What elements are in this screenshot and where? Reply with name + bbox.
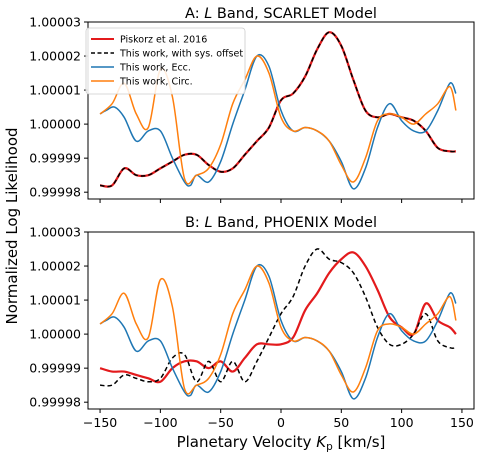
legend-label-ecc: This work, Ecc. — [119, 63, 191, 74]
panel-b-axes: −150 −100 −50 0 50 100 150 0.99998 0.99999 1.0000… — [29, 225, 475, 430]
panel-b-y-tick-label: 1.00002 — [29, 259, 81, 274]
panel-a-y-tick-label: 1.00001 — [29, 83, 81, 98]
panel-b-y-tick-label: 0.99999 — [29, 361, 81, 376]
x-axis-label: Planetary Velocity Kp [km/s] — [177, 433, 386, 453]
legend-label-piskorz: Piskorz et al. 2016 — [120, 35, 207, 46]
panel-b-series-sys-offset — [100, 248, 456, 387]
legend-frame — [85, 27, 246, 95]
legend-label-sys-offset: This work, with sys. offset — [119, 49, 243, 60]
panel-b-title: B: L Band, PHOENIX Model — [185, 215, 377, 231]
panel-a-y-tick-label: 1.00000 — [29, 117, 81, 132]
panel-b-x-tick-label: −100 — [143, 415, 177, 430]
panel-a-y-tick-label: 0.99999 — [29, 151, 81, 166]
panel-a-y-tick-label: 0.99998 — [29, 185, 81, 200]
legend: Piskorz et al. 2016 This work, with sys.… — [85, 27, 246, 95]
panel-b-series-ecc — [99, 263, 457, 400]
panel-b-series-circ — [99, 265, 457, 395]
panel-b-y-tick-label: 1.00000 — [29, 327, 81, 342]
panel-a-title: A: L Band, SCARLET Model — [185, 6, 377, 22]
panel-b-x-tick-label: −50 — [207, 415, 233, 430]
panel-a-axes: 0.99998 0.99999 1.00000 1.00001 1.00002 1.000… — [29, 15, 475, 203]
panel-b-x-tick-label: 0 — [277, 415, 285, 430]
panel-b: B: L Band, PHOENIX Model −150 −100 −50 0 50 1… — [29, 215, 475, 430]
panel-a-series-sys-offset — [99, 31, 456, 188]
panel-b-x-tick-label: 50 — [333, 415, 349, 430]
panel-a-y-tick-label: 1.00002 — [29, 49, 81, 64]
panel-b-x-tick-label: −150 — [83, 415, 117, 430]
panel-b-x-tick-label: 150 — [450, 415, 474, 430]
panel-b-y-tick-label: 1.00001 — [29, 293, 81, 308]
panel-b-series — [99, 248, 457, 400]
panel-b-y-tick-label: 1.00003 — [29, 225, 81, 240]
panel-b-x-tick-label: 100 — [390, 415, 414, 430]
legend-label-circ: This work, Circ. — [119, 77, 193, 88]
panel-b-y-tick-label: 0.99998 — [29, 395, 81, 410]
panel-a: A: L Band, SCARLET Model 0.99998 0.99999 1… — [29, 6, 475, 203]
y-axis-label: Normalized Log Likelihood — [3, 127, 21, 324]
panel-a-y-tick-label: 1.00003 — [29, 15, 81, 30]
